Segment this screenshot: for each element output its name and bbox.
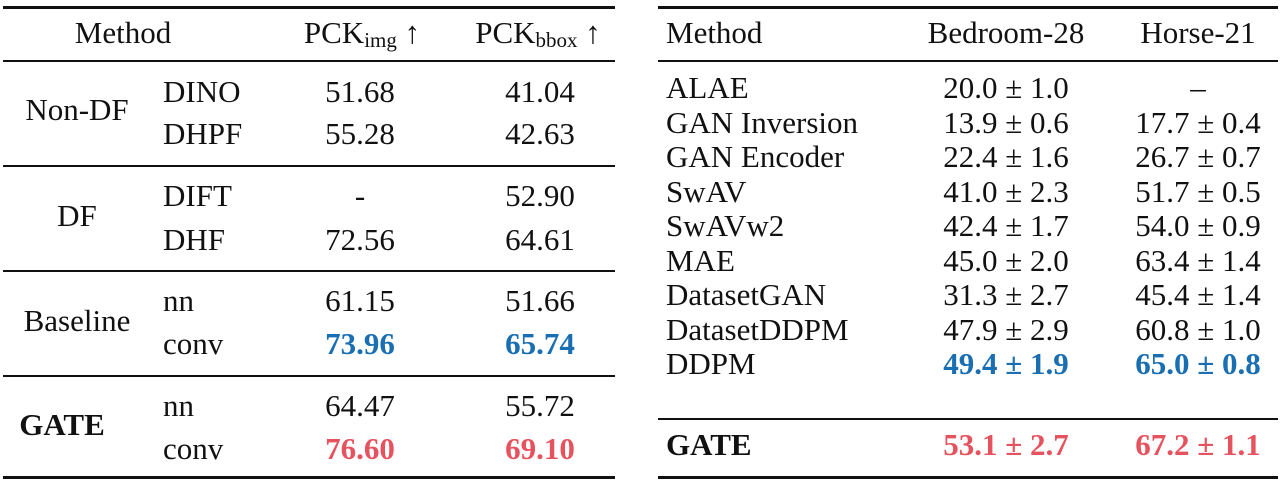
horse-gate-final: 67.2 ± 1.1 [1135, 427, 1261, 462]
right-row-method: SwAV [666, 174, 747, 209]
right-final-rule [658, 418, 1278, 420]
pck-img-gate-nn: 64.47 [325, 388, 395, 423]
right-row-horse: – [1190, 70, 1206, 105]
pck-img-baseline-nn: 61.15 [325, 283, 395, 318]
right-row-bedroom: 31.3 ± 2.7 [943, 277, 1069, 312]
pck-bbox-dift: 52.90 [505, 178, 575, 213]
right-bottom-rule [658, 476, 1278, 479]
method-dino: DINO [163, 74, 241, 109]
pck-bbox-gate-nn: 55.72 [505, 388, 575, 423]
right-row-method: DDPM [666, 346, 756, 381]
method-dhf: DHF [163, 222, 226, 257]
right-row-bedroom: 20.0 ± 1.0 [943, 70, 1069, 105]
pck-img-gate-conv: 76.60 [325, 431, 395, 466]
right-row-bedroom: 13.9 ± 0.6 [943, 105, 1069, 140]
left-header-method: Method [74, 15, 172, 50]
right-row-method: DatasetGAN [666, 277, 827, 312]
pck-bbox-dhf: 64.61 [505, 222, 575, 257]
group-label-non-df: Non-DF [25, 92, 129, 127]
method-gate-conv: conv [163, 431, 224, 466]
right-row-horse: 51.7 ± 0.5 [1135, 174, 1261, 209]
right-header-rule [658, 60, 1278, 62]
method-baseline-nn: nn [163, 283, 194, 318]
right-row-horse: 63.4 ± 1.4 [1135, 243, 1261, 278]
right-row-bedroom: 45.0 ± 2.0 [943, 243, 1069, 278]
right-row-method: GAN Inversion [666, 105, 858, 140]
method-gate-nn: nn [163, 388, 194, 423]
left-top-rule [3, 6, 615, 9]
right-row-method: DatasetDDPM [666, 312, 849, 347]
pck-img-baseline-conv: 73.96 [325, 326, 395, 361]
right-row-horse: 60.8 ± 1.0 [1135, 312, 1261, 347]
method-gate-final: GATE [666, 427, 752, 462]
right-row-horse: 17.7 ± 0.4 [1135, 105, 1261, 140]
group-label-gate: GATE [19, 407, 105, 442]
left-header-rule [3, 60, 615, 62]
pck-bbox-dhpf: 42.63 [505, 116, 575, 151]
pck-img-dhf: 72.56 [325, 222, 395, 257]
pck-bbox-gate-conv: 69.10 [505, 431, 575, 466]
right-row-method: GAN Encoder [666, 139, 845, 174]
left-header-pck-bbox: PCKbbox ↑ [475, 15, 601, 52]
bedroom-gate-final: 53.1 ± 2.7 [943, 427, 1069, 462]
method-dhpf: DHPF [163, 116, 243, 151]
right-row-horse: 65.0 ± 0.8 [1135, 346, 1261, 381]
pck-bbox-baseline-conv: 65.74 [505, 326, 575, 361]
right-header-method: Method [666, 15, 763, 50]
right-row-bedroom: 41.0 ± 2.3 [943, 174, 1069, 209]
left-group-rule-3 [3, 375, 615, 377]
group-label-baseline: Baseline [23, 303, 131, 338]
left-group-rule-2 [3, 270, 615, 272]
left-header-pck-img: PCKimg ↑ [303, 15, 421, 52]
right-row-method: MAE [666, 243, 735, 278]
right-row-bedroom: 22.4 ± 1.6 [943, 139, 1069, 174]
right-row-bedroom: 47.9 ± 2.9 [943, 312, 1069, 347]
pck-bbox-baseline-nn: 51.66 [505, 283, 575, 318]
pck-img-dino: 51.68 [325, 74, 395, 109]
pck-img-dift: - [354, 178, 366, 213]
method-dift: DIFT [163, 178, 232, 213]
pck-bbox-dino: 41.04 [505, 74, 575, 109]
right-row-horse: 26.7 ± 0.7 [1135, 139, 1261, 174]
right-header-bedroom: Bedroom-28 [927, 15, 1085, 50]
right-top-rule [658, 6, 1278, 9]
group-label-df: DF [57, 198, 97, 233]
pck-img-dhpf: 55.28 [325, 116, 395, 151]
right-row-method: SwAVw2 [666, 208, 785, 243]
right-header-horse: Horse-21 [1140, 15, 1256, 50]
method-baseline-conv: conv [163, 326, 224, 361]
right-row-bedroom: 42.4 ± 1.7 [943, 208, 1069, 243]
right-row-bedroom: 49.4 ± 1.9 [943, 346, 1069, 381]
right-row-method: ALAE [666, 70, 749, 105]
left-bottom-rule [3, 476, 615, 479]
right-row-horse: 45.4 ± 1.4 [1135, 277, 1261, 312]
right-row-horse: 54.0 ± 0.9 [1135, 208, 1261, 243]
left-group-rule-1 [3, 165, 615, 167]
